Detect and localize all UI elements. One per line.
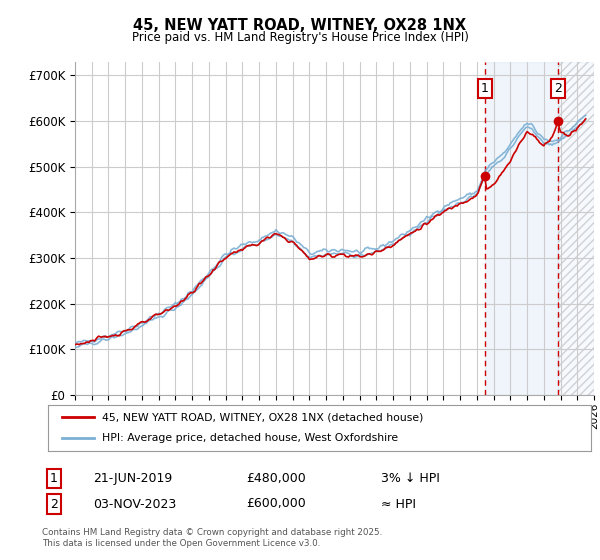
Text: £480,000: £480,000 bbox=[246, 472, 306, 486]
Text: HPI: Average price, detached house, West Oxfordshire: HPI: Average price, detached house, West… bbox=[103, 433, 398, 444]
Text: £600,000: £600,000 bbox=[246, 497, 306, 511]
Text: 1: 1 bbox=[50, 472, 58, 486]
Text: 2: 2 bbox=[554, 82, 562, 95]
Bar bbox=[558, 62, 594, 395]
Text: 45, NEW YATT ROAD, WITNEY, OX28 1NX: 45, NEW YATT ROAD, WITNEY, OX28 1NX bbox=[133, 18, 467, 33]
Text: 21-JUN-2019: 21-JUN-2019 bbox=[93, 472, 172, 486]
Bar bbox=[558, 62, 594, 395]
Bar bbox=[485, 62, 558, 395]
Text: 03-NOV-2023: 03-NOV-2023 bbox=[93, 497, 176, 511]
Text: Price paid vs. HM Land Registry's House Price Index (HPI): Price paid vs. HM Land Registry's House … bbox=[131, 31, 469, 44]
Text: 45, NEW YATT ROAD, WITNEY, OX28 1NX (detached house): 45, NEW YATT ROAD, WITNEY, OX28 1NX (det… bbox=[103, 412, 424, 422]
Text: 3% ↓ HPI: 3% ↓ HPI bbox=[381, 472, 440, 486]
Text: ≈ HPI: ≈ HPI bbox=[381, 497, 416, 511]
Text: 1: 1 bbox=[481, 82, 488, 95]
Text: Contains HM Land Registry data © Crown copyright and database right 2025.
This d: Contains HM Land Registry data © Crown c… bbox=[42, 528, 382, 548]
Text: 2: 2 bbox=[50, 497, 58, 511]
